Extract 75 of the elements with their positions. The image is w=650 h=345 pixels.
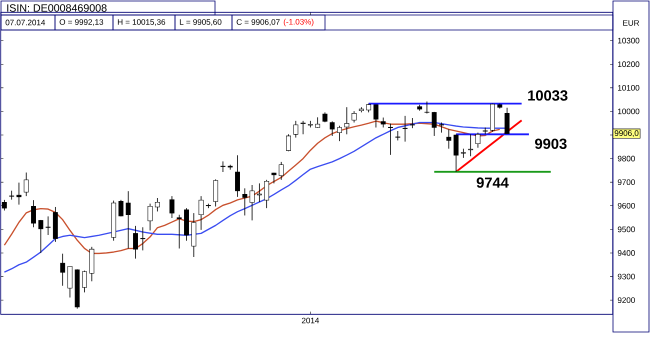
candlestick (271, 172, 276, 184)
annotation: C = 9906,07 (236, 19, 280, 26)
candlestick (176, 214, 182, 249)
candlestick (315, 116, 320, 128)
candlestick (16, 182, 22, 206)
candlestick (191, 212, 196, 258)
candlestick (278, 162, 284, 180)
candlestick (402, 116, 408, 142)
candlestick (31, 200, 36, 228)
candlestick (504, 107, 510, 134)
x-tick-label: 2014 (302, 318, 320, 324)
y-tick-label: 10300 (618, 38, 640, 44)
candlestick (242, 188, 248, 216)
y-tick-label: 9400 (618, 250, 635, 256)
y-tick-label: 10200 (618, 61, 640, 68)
annotation: O = 9992,13 (60, 19, 104, 26)
candlestick (330, 120, 335, 136)
y-axis-title: EUR (623, 20, 640, 26)
series-label: 10033 (528, 90, 568, 101)
series-label: 9903 (535, 138, 567, 149)
y-tick-label: 10000 (618, 108, 640, 114)
candlestick (82, 270, 87, 293)
candlestick (432, 111, 437, 136)
y-tick-label: 9700 (618, 179, 635, 186)
y-tick-label: 9300 (618, 274, 635, 280)
candlestick (250, 184, 255, 221)
candlestick (373, 104, 378, 128)
candlestick (446, 128, 452, 150)
candlestick (380, 117, 386, 128)
candlestick (154, 198, 160, 212)
y-tick-label: 9800 (618, 156, 635, 162)
candlestick (395, 130, 400, 141)
y-tick-label: 9500 (618, 226, 635, 232)
candlestick (439, 122, 444, 134)
candlestick (460, 148, 466, 158)
candlestick (337, 125, 342, 142)
candlestick (148, 203, 153, 231)
candlestick (410, 118, 415, 129)
y-tick-label: 9600 (618, 202, 635, 209)
candlestick (300, 120, 306, 135)
annotation: H = 10015,36 (118, 19, 166, 26)
y-tick-label: 10100 (618, 84, 640, 91)
candlestick (286, 134, 291, 152)
candlestick (308, 120, 313, 128)
candlestick (256, 182, 262, 202)
annotation: 9906,0 (614, 130, 638, 137)
candlestick (118, 199, 124, 217)
annotation: (-1.03%) (284, 18, 314, 26)
candlestick (344, 106, 350, 135)
candlestick (388, 123, 393, 156)
candlestick (126, 190, 131, 249)
y-tick-label: 9200 (618, 297, 635, 303)
candlestick (46, 216, 51, 236)
candlestick (322, 112, 328, 123)
candlestick (235, 154, 240, 198)
candlestick (140, 226, 146, 251)
chart-title: ISIN: DE0008469008 (7, 4, 107, 12)
candlestick (293, 120, 298, 138)
candlestick (220, 161, 226, 172)
candlestick (198, 196, 204, 230)
candlestick (38, 220, 44, 254)
annotation: L = 9905,60 (180, 19, 222, 26)
candlestick (206, 203, 211, 209)
series-label: 9744 (476, 177, 509, 188)
candlestick (133, 225, 138, 260)
candlestick (169, 196, 174, 218)
candlestick (352, 110, 357, 123)
candlestick (475, 132, 480, 148)
candlestick (60, 253, 66, 286)
candlestick (213, 178, 218, 207)
candlestick (454, 134, 459, 172)
text: 07.07.2014 (6, 20, 46, 26)
candlestick (24, 172, 29, 197)
candlestick (67, 266, 72, 298)
candlestick (264, 179, 270, 209)
